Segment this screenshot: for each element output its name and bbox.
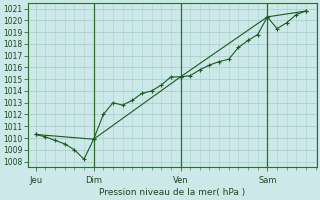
X-axis label: Pression niveau de la mer( hPa ): Pression niveau de la mer( hPa ) <box>99 188 245 197</box>
